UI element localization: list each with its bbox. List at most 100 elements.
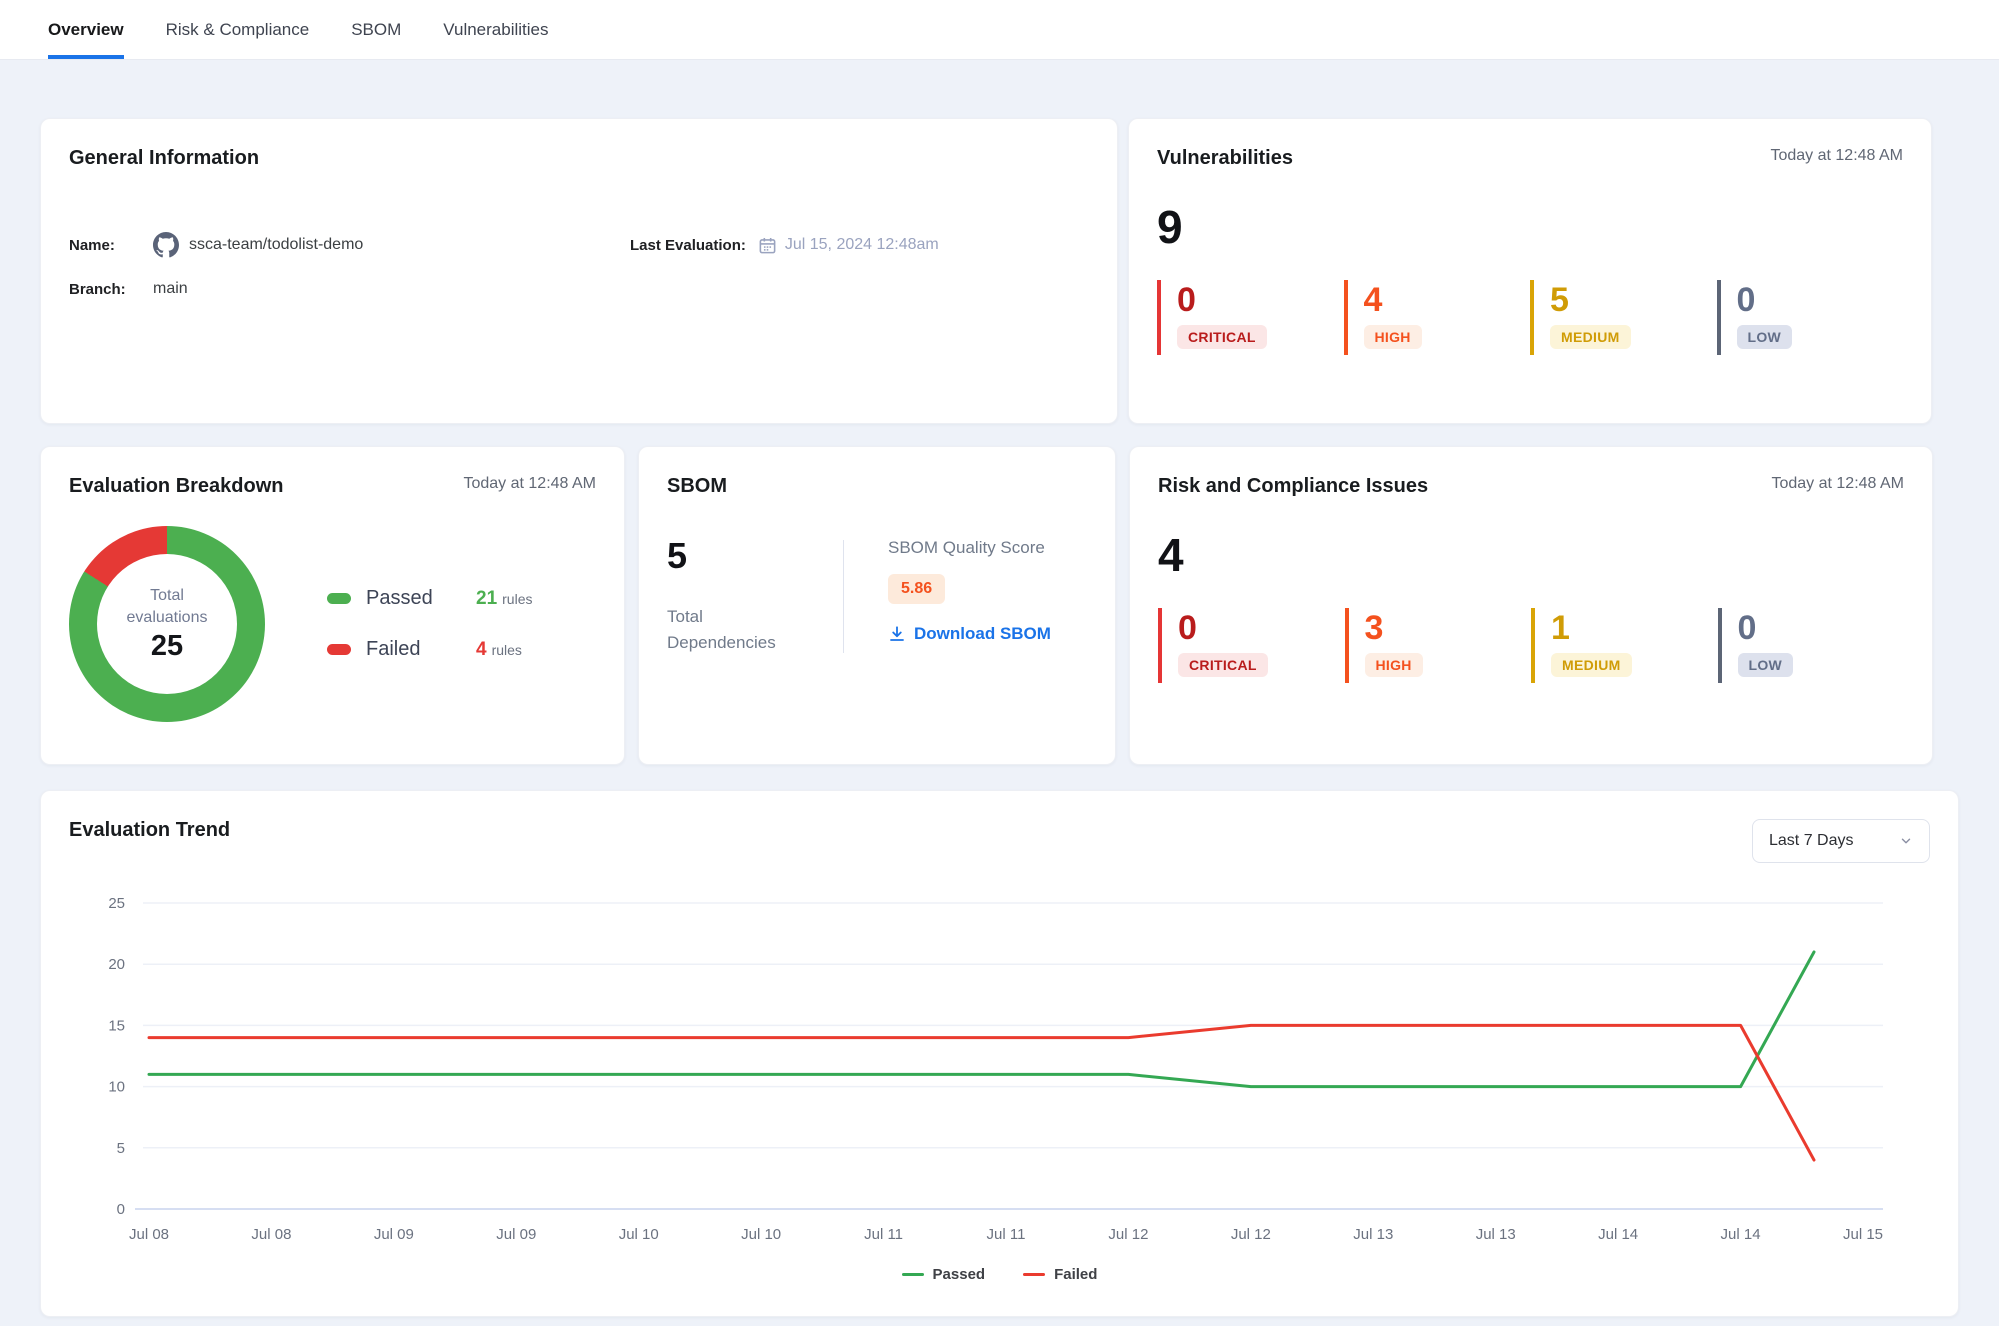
svg-text:Jul 11: Jul 11 — [864, 1226, 903, 1243]
severity-badge: MEDIUM — [1551, 653, 1632, 677]
severity-count: 0 — [1738, 611, 1905, 645]
repo-name-row: Name: ssca-team/todolist-demo — [69, 232, 630, 258]
branch-row: Branch: main — [69, 280, 630, 298]
legend-unit: rules — [492, 642, 522, 658]
legend-label: Failed — [1054, 1266, 1097, 1283]
legend-item-passed: Passed — [902, 1266, 986, 1283]
passed-line-swatch-icon — [902, 1273, 924, 1276]
severity-item-low: 0 LOW — [1717, 280, 1904, 355]
severity-count: 0 — [1178, 611, 1345, 645]
svg-text:10: 10 — [108, 1079, 125, 1096]
evaluation-trend-card: Evaluation Trend Last 7 Days 0510152025J… — [40, 790, 1959, 1317]
download-icon — [888, 625, 906, 643]
failed-line-swatch-icon — [1023, 1273, 1045, 1276]
severity-count: 5 — [1550, 283, 1717, 317]
legend-item-passed: Passed 21 rules — [327, 587, 533, 610]
severity-badge: HIGH — [1364, 325, 1422, 349]
card-title: SBOM — [667, 475, 1087, 498]
card-title: Risk and Compliance Issues — [1158, 475, 1428, 498]
svg-text:0: 0 — [117, 1201, 125, 1218]
sbom-card: SBOM 5 Total Dependencies SBOM Quality S… — [638, 446, 1116, 765]
download-sbom-link[interactable]: Download SBOM — [888, 624, 1051, 644]
svg-text:15: 15 — [108, 1017, 125, 1034]
vulnerabilities-card: Vulnerabilities Today at 12:48 AM 9 0 CRI… — [1128, 118, 1932, 424]
total-dependencies-count: 5 — [667, 538, 843, 574]
evaluation-legend: Passed 21 rules Failed 4 rules — [327, 587, 533, 661]
failed-swatch-icon — [327, 644, 351, 655]
svg-text:5: 5 — [117, 1140, 125, 1157]
svg-text:Jul 09: Jul 09 — [496, 1226, 536, 1243]
severity-count: 0 — [1177, 283, 1344, 317]
card-title: Vulnerabilities — [1157, 147, 1293, 170]
severity-badge: MEDIUM — [1550, 325, 1631, 349]
severity-count: 3 — [1365, 611, 1532, 645]
vulnerabilities-severity-list: 0 CRITICAL 4 HIGH 5 MEDIUM 0 LOW — [1157, 280, 1903, 355]
passed-swatch-icon — [327, 593, 351, 604]
legend-label: Passed — [933, 1266, 986, 1283]
severity-count: 4 — [1364, 283, 1531, 317]
github-icon — [153, 232, 179, 258]
svg-text:Jul 10: Jul 10 — [619, 1226, 659, 1243]
chevron-down-icon — [1899, 834, 1913, 848]
severity-count: 1 — [1551, 611, 1718, 645]
legend-unit: rules — [502, 591, 532, 607]
tab-vulnerabilities[interactable]: Vulnerabilities — [443, 0, 548, 59]
svg-text:Jul 11: Jul 11 — [987, 1226, 1026, 1243]
svg-text:Jul 12: Jul 12 — [1108, 1226, 1148, 1243]
vulnerabilities-total: 9 — [1157, 204, 1903, 250]
tab-overview[interactable]: Overview — [48, 0, 124, 59]
severity-badge: LOW — [1737, 325, 1793, 349]
severity-badge: LOW — [1738, 653, 1794, 677]
svg-text:Jul 13: Jul 13 — [1476, 1226, 1516, 1243]
calendar-icon — [758, 236, 777, 255]
risk-compliance-card: Risk and Compliance Issues Today at 12:4… — [1129, 446, 1933, 765]
donut-center-total: 25 — [151, 630, 183, 663]
severity-item-high: 3 HIGH — [1345, 608, 1532, 683]
card-timestamp: Today at 12:48 AM — [463, 475, 596, 493]
evaluation-trend-chart: 0510152025Jul 08Jul 08Jul 09Jul 09Jul 10… — [69, 889, 1930, 1252]
dashboard-content: General Information Name: ssca-team/todo… — [0, 60, 1999, 1317]
svg-text:Jul 10: Jul 10 — [741, 1226, 781, 1243]
sbom-quality-score-badge: 5.86 — [888, 574, 945, 604]
svg-text:Jul 14: Jul 14 — [1598, 1226, 1638, 1243]
severity-badge: CRITICAL — [1177, 325, 1267, 349]
svg-text:25: 25 — [108, 895, 125, 912]
date-range-value: Last 7 Days — [1769, 832, 1853, 850]
severity-item-medium: 1 MEDIUM — [1531, 608, 1718, 683]
severity-badge: HIGH — [1365, 653, 1423, 677]
svg-text:Jul 13: Jul 13 — [1353, 1226, 1393, 1243]
last-evaluation-label: Last Evaluation: — [630, 237, 746, 254]
severity-count: 0 — [1737, 283, 1904, 317]
legend-label: Passed — [366, 587, 476, 610]
branch-label: Branch: — [69, 281, 153, 298]
evaluation-breakdown-card: Evaluation Breakdown Today at 12:48 AM T… — [40, 446, 625, 765]
severity-item-high: 4 HIGH — [1344, 280, 1531, 355]
sbom-quality-score-label: SBOM Quality Score — [888, 538, 1051, 558]
top-nav-tabs: Overview Risk & Compliance SBOM Vulnerab… — [0, 0, 1999, 60]
repo-name-value: ssca-team/todolist-demo — [189, 236, 363, 254]
trend-chart-legend: Passed Failed — [69, 1266, 1930, 1283]
severity-item-medium: 5 MEDIUM — [1530, 280, 1717, 355]
general-information-card: General Information Name: ssca-team/todo… — [40, 118, 1118, 424]
legend-label: Failed — [366, 638, 476, 661]
svg-text:Jul 09: Jul 09 — [374, 1226, 414, 1243]
name-label: Name: — [69, 237, 153, 254]
tab-sbom[interactable]: SBOM — [351, 0, 401, 59]
legend-value: 21 — [476, 588, 497, 610]
date-range-select[interactable]: Last 7 Days — [1752, 819, 1930, 863]
dashboard-page: Overview Risk & Compliance SBOM Vulnerab… — [0, 0, 1999, 1326]
svg-text:Jul 14: Jul 14 — [1721, 1226, 1761, 1243]
total-dependencies-label: Total Dependencies — [667, 604, 797, 655]
card-title: Evaluation Trend — [69, 819, 230, 842]
severity-item-low: 0 LOW — [1718, 608, 1905, 683]
card-timestamp: Today at 12:48 AM — [1771, 475, 1904, 493]
tab-risk-compliance[interactable]: Risk & Compliance — [166, 0, 310, 59]
legend-value: 4 — [476, 639, 487, 661]
svg-text:Jul 08: Jul 08 — [251, 1226, 291, 1243]
branch-value: main — [153, 280, 188, 298]
last-evaluation-value: Jul 15, 2024 12:48am — [785, 236, 939, 254]
legend-item-failed: Failed 4 rules — [327, 638, 533, 661]
last-evaluation-row: Last Evaluation: Jul 15, 2024 12:48am — [630, 232, 1089, 258]
card-timestamp: Today at 12:48 AM — [1770, 147, 1903, 165]
legend-item-failed: Failed — [1023, 1266, 1097, 1283]
